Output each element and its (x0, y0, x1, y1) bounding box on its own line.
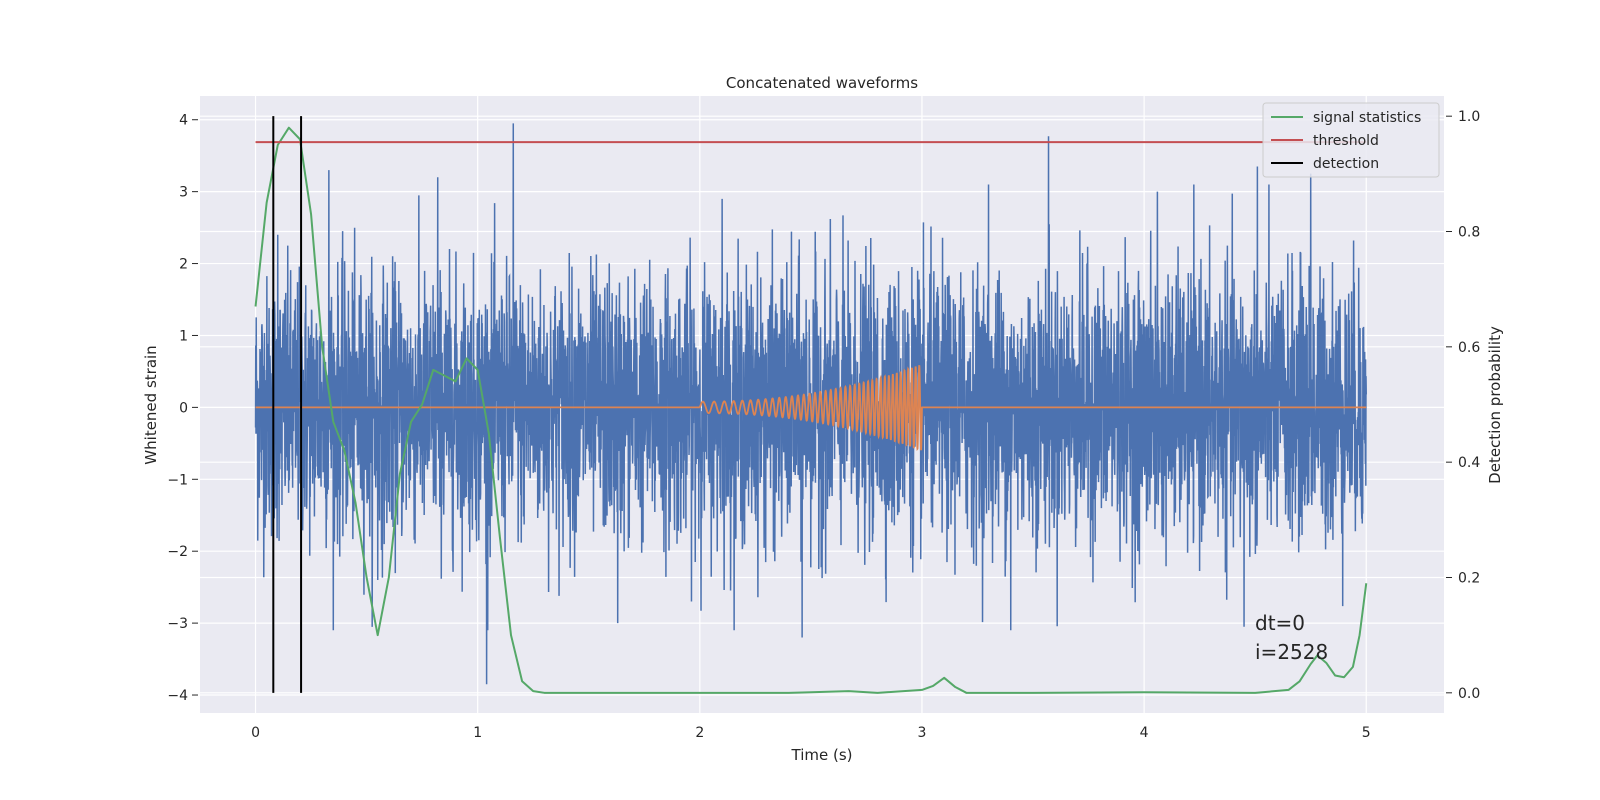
y-tick-label: 0 (179, 400, 188, 416)
y2-tick-label: 0.8 (1458, 225, 1480, 241)
y-tick-label: −1 (167, 472, 188, 488)
x-axis: 0 1 2 3 4 5 (251, 725, 1371, 741)
x-tick-label: 4 (1140, 725, 1149, 741)
y-tick-label: −2 (167, 544, 188, 560)
y-axis-right: 0.0 0.2 0.4 0.6 0.8 1.0 (1446, 109, 1480, 702)
x-tick-label: 0 (251, 725, 260, 741)
x-tick-label: 5 (1362, 725, 1371, 741)
y-tick-label: −4 (167, 688, 188, 704)
y-tick-label: 3 (179, 185, 188, 201)
annotation-dt: dt=0 (1255, 611, 1305, 635)
y-tick-label: 2 (179, 257, 188, 273)
y-axis-left: −4 −3 −2 −1 0 1 2 3 4 (167, 113, 198, 704)
legend-entry: threshold (1313, 133, 1379, 149)
noise-series (254, 123, 1367, 685)
noise-line (254, 123, 1367, 685)
y2-tick-label: 1.0 (1458, 109, 1480, 125)
y-axis-label: Whitened strain (142, 345, 160, 464)
legend-box (1262, 102, 1440, 178)
right-axis-series (254, 116, 1368, 694)
y-tick-label: −3 (167, 616, 188, 632)
x-tick-label: 2 (695, 725, 704, 741)
chirp-series (255, 365, 1367, 451)
x-tick-label: 3 (918, 725, 927, 741)
legend: signal statistics threshold detection (1262, 102, 1440, 178)
plot-area (254, 116, 1368, 694)
y2-axis-label: Detection probability (1486, 326, 1504, 484)
y2-tick-label: 0.0 (1458, 686, 1480, 702)
chirp-line (255, 365, 1367, 451)
x-tick-label: 1 (473, 725, 482, 741)
y2-tick-label: 0.2 (1458, 570, 1480, 586)
y2-tick-label: 0.6 (1458, 340, 1480, 356)
y-tick-label: 1 (179, 328, 188, 344)
legend-entry: detection (1313, 156, 1379, 172)
annotation-i: i=2528 (1255, 640, 1328, 664)
y2-tick-label: 0.4 (1458, 455, 1480, 471)
signal-statistics-line (254, 126, 1368, 694)
x-axis-label: Time (s) (791, 746, 853, 764)
chart-title: Concatenated waveforms (726, 74, 918, 92)
y-tick-label: 4 (179, 113, 188, 129)
legend-entry: signal statistics (1313, 110, 1421, 126)
